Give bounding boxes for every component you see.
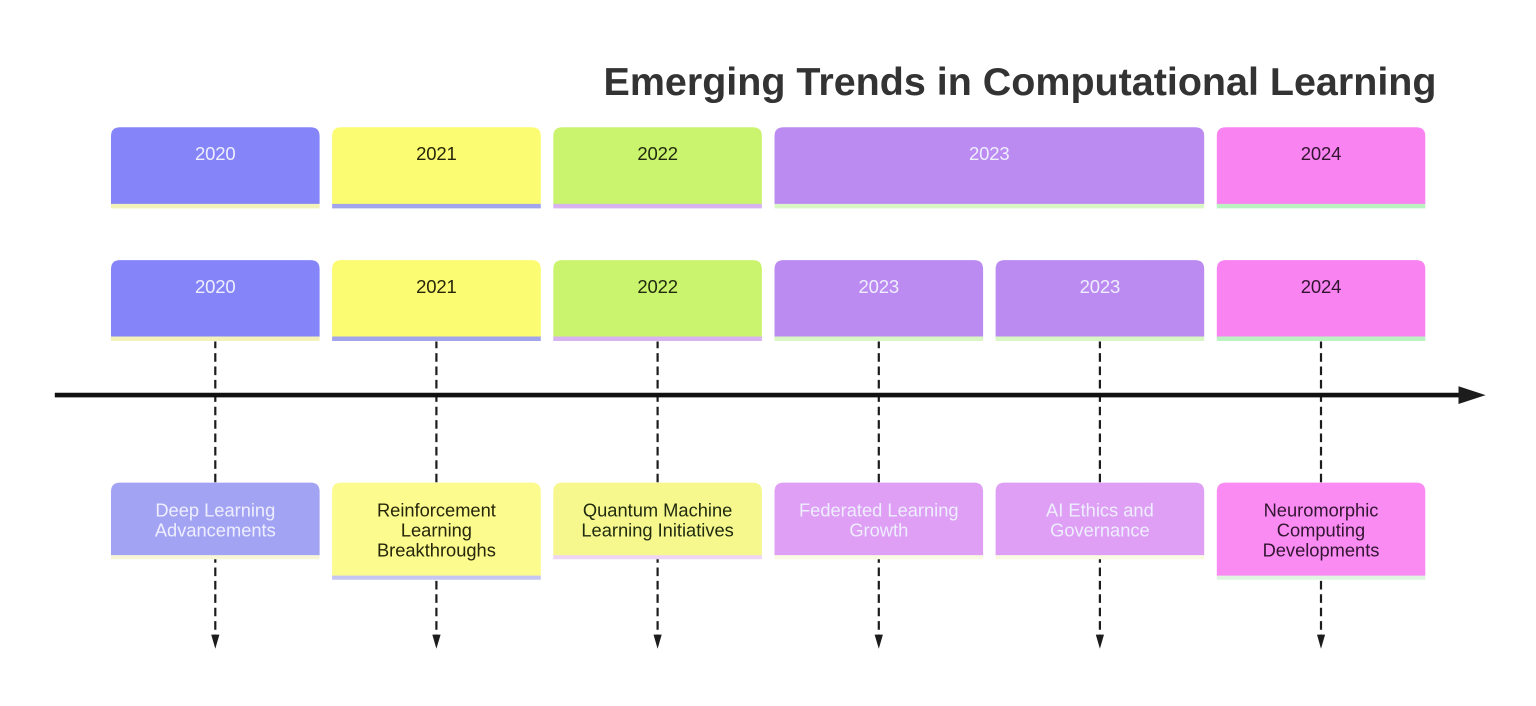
svg-text:2022: 2022 xyxy=(637,143,678,164)
svg-text:2022: 2022 xyxy=(637,276,678,297)
svg-text:2024: 2024 xyxy=(1301,276,1342,297)
svg-text:2021: 2021 xyxy=(416,143,457,164)
svg-text:2020: 2020 xyxy=(195,276,236,297)
svg-text:Emerging Trends in Computation: Emerging Trends in Computational Learnin… xyxy=(604,61,1437,104)
svg-text:2023: 2023 xyxy=(859,276,900,297)
svg-text:2020: 2020 xyxy=(195,143,236,164)
svg-text:2023: 2023 xyxy=(1080,276,1121,297)
svg-text:2024: 2024 xyxy=(1301,143,1342,164)
svg-text:2021: 2021 xyxy=(416,276,457,297)
svg-text:2023: 2023 xyxy=(969,143,1010,164)
